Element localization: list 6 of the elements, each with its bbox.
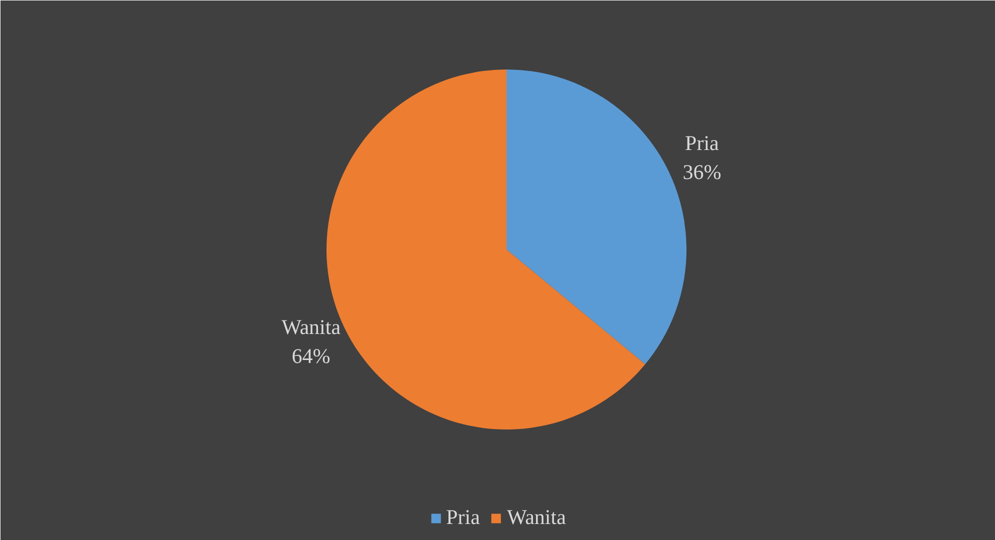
legend-label: Wanita	[506, 505, 566, 530]
data-label: 64%	[292, 344, 330, 368]
legend-label: Pria	[446, 505, 480, 530]
slice-label: Wanita	[282, 315, 342, 340]
slice-label: Pria	[685, 131, 720, 156]
data-label: 36%	[682, 160, 722, 184]
